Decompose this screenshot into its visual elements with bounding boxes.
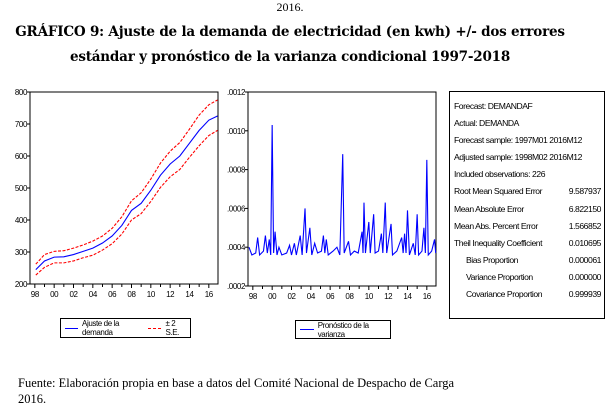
- legend-label-se: ± 2 S.E.: [165, 319, 180, 337]
- x-tick-label: 04: [89, 290, 98, 299]
- series-line-0: [35, 115, 218, 270]
- y-tick-label: 200: [15, 280, 28, 289]
- legend-label-fit: Ajuste de la demanda: [82, 319, 120, 337]
- x-tick-label: 06: [108, 290, 117, 299]
- stats-header-line: Forecast: DEMANDAF: [454, 101, 533, 111]
- stats-header-line: Forecast sample: 1997M01 2016M12: [454, 135, 582, 146]
- stats-value: 0.000061: [568, 254, 602, 265]
- figure-title-line-2: estándar y pronóstico de la varianza con…: [69, 49, 511, 65]
- x-tick-label: 12: [384, 292, 393, 301]
- y-tick-label: 600: [15, 152, 28, 161]
- demand-chart-legend: Ajuste de la demanda ± 2 S.E.: [60, 318, 191, 338]
- y-tick-label: .0002: [227, 282, 246, 291]
- y-tick-label: .0008: [227, 166, 246, 175]
- variance-chart-legend: Pronóstico de la varianza: [295, 320, 391, 339]
- series-line-2: [35, 129, 218, 276]
- x-tick-label: 16: [205, 290, 214, 299]
- stats-row: Mean Absolute Error 6.822150: [454, 201, 601, 218]
- y-tick-label: .0010: [227, 127, 246, 136]
- x-tick-label: 12: [166, 290, 175, 299]
- y-tick-label: 800: [15, 88, 28, 97]
- stats-row: Theil Inequality Coefficient 0.010695: [454, 235, 601, 252]
- x-tick-label: 10: [147, 290, 156, 299]
- stats-label: Theil Inequality Coefficient: [454, 237, 543, 248]
- x-tick-label: 02: [287, 292, 296, 301]
- stats-label: Root Mean Squared Error: [454, 186, 543, 197]
- stats-label: Mean Abs. Percent Error: [454, 220, 538, 231]
- y-tick-label: 500: [15, 184, 28, 193]
- y-tick-label: .0004: [227, 243, 246, 252]
- y-tick-label: 300: [15, 248, 28, 257]
- stats-header-line: Adjusted sample: 1998M02 2016M12: [454, 152, 582, 163]
- series-line-0: [248, 124, 437, 257]
- x-tick-label: 00: [268, 292, 277, 301]
- x-tick-label: 06: [326, 292, 335, 301]
- variance-forecast-chart: .0002 .0004 .0006 .0008 .0010 .0012 98 00 02 04 06…: [227, 88, 437, 301]
- demand-fit-chart: 200 300 400 500 600 700 800 98 00 02 04 06 08 10 12 14 1…: [15, 88, 219, 299]
- x-tick-label: 16: [423, 292, 432, 301]
- y-tick-label: .0012: [227, 88, 246, 97]
- previous-page-text: 2016.: [276, 0, 304, 14]
- stats-value: 0.000000: [568, 271, 602, 282]
- stats-header-line: Included observations: 226: [454, 169, 546, 180]
- legend-label-variance: Pronóstico de la varianza: [317, 320, 369, 339]
- source-note-line-1: Fuente: Elaboración propia en base a dat…: [18, 376, 455, 390]
- stats-header-line: Actual: DEMANDA: [454, 118, 519, 129]
- x-tick-label: 98: [31, 290, 40, 299]
- stats-row: Variance Proportion 0.000000: [454, 269, 601, 286]
- stats-row: Covariance Proportion 0.999939: [454, 286, 601, 303]
- stats-label: Covariance Proportion: [466, 289, 543, 300]
- figure-title-line-1: GRÁFICO 9: Ajuste de la demanda de elect…: [15, 24, 565, 40]
- x-tick-label: 14: [185, 290, 194, 299]
- x-tick-label: 04: [307, 292, 316, 301]
- stats-value: 0.010695: [568, 237, 602, 248]
- series-line-1: [35, 99, 218, 265]
- y-tick-label: 400: [15, 216, 28, 225]
- plot-frame: [29, 91, 219, 285]
- y-tick-label: 700: [15, 120, 28, 129]
- x-tick-label: 08: [345, 292, 354, 301]
- stats-row: Root Mean Squared Error 9.587937: [454, 183, 601, 200]
- stats-row: Bias Proportion 0.000061: [454, 252, 601, 269]
- x-tick-label: 98: [249, 292, 258, 301]
- y-tick-label: .0006: [227, 204, 246, 213]
- stats-value: 6.822150: [568, 203, 602, 214]
- x-tick-label: 08: [127, 290, 136, 299]
- stats-label: Mean Absolute Error: [454, 203, 524, 214]
- legend-swatch-fit: [65, 327, 79, 329]
- x-tick-label: 02: [69, 290, 78, 299]
- source-note-line-2: 2016.: [18, 392, 47, 406]
- x-tick-label: 14: [403, 292, 412, 301]
- stats-label: Bias Proportion: [466, 254, 519, 265]
- x-tick-label: 10: [365, 292, 374, 301]
- legend-swatch-variance: [300, 329, 314, 330]
- stats-label: Variance Proportion: [466, 271, 533, 282]
- stats-value: 0.999939: [568, 289, 602, 300]
- x-tick-label: 00: [50, 290, 59, 299]
- forecast-statistics-box: Forecast: DEMANDAF Actual: DEMANDA Forecas…: [449, 91, 605, 319]
- stats-row: Mean Abs. Percent Error 1.566852: [454, 218, 601, 235]
- stats-value: 9.587937: [568, 186, 602, 197]
- legend-swatch-se: [148, 327, 162, 329]
- plot-frame: [247, 91, 437, 287]
- stats-value: 1.566852: [568, 220, 602, 231]
